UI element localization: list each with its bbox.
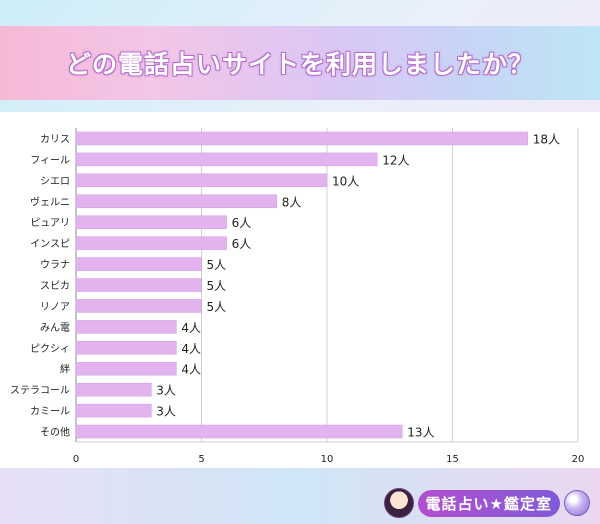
bar bbox=[75, 278, 202, 292]
data-label: 5人 bbox=[207, 279, 227, 293]
brand-logo: 電話占い★鑑定室 bbox=[383, 486, 590, 520]
category-label: ピクシィ bbox=[30, 343, 70, 355]
category-label: リノア bbox=[40, 302, 70, 313]
category-label: カミール bbox=[30, 406, 70, 418]
data-label: 4人 bbox=[181, 363, 201, 377]
data-label: 5人 bbox=[207, 300, 227, 314]
category-label: その他 bbox=[40, 426, 70, 439]
chart-title: どの電話占いサイトを利用しましたか？ bbox=[65, 50, 534, 79]
data-label: 4人 bbox=[181, 342, 201, 356]
category-label: カリス bbox=[40, 133, 70, 145]
x-tick-label: 5 bbox=[198, 454, 204, 465]
bar bbox=[75, 382, 152, 397]
title-banner: どの電話占いサイトを利用しましたか？ bbox=[0, 26, 600, 100]
data-label: 13人 bbox=[407, 426, 434, 440]
x-tick-label: 10 bbox=[321, 454, 334, 465]
category-label: ピュアリ bbox=[30, 217, 70, 229]
bar bbox=[75, 194, 278, 209]
category-label: スピカ bbox=[40, 280, 70, 292]
category-label: ヴェルニ bbox=[30, 195, 70, 208]
data-label: 8人 bbox=[282, 195, 302, 209]
category-label: ウラナ bbox=[40, 259, 70, 271]
data-label: 6人 bbox=[232, 237, 252, 251]
bar bbox=[75, 173, 328, 188]
crystal-ball-icon bbox=[564, 490, 590, 516]
data-label: 18人 bbox=[533, 132, 560, 146]
bar bbox=[75, 361, 177, 376]
category-label: ステラコール bbox=[10, 385, 70, 397]
category-label: みん電 bbox=[40, 322, 70, 334]
category-label: フィール bbox=[30, 155, 70, 166]
bar bbox=[75, 299, 202, 313]
bar bbox=[75, 152, 378, 167]
category-label: インスピ bbox=[30, 238, 70, 250]
data-label: 12人 bbox=[382, 153, 409, 167]
category-label: 絆 bbox=[60, 363, 70, 376]
bar bbox=[75, 424, 403, 439]
bar bbox=[75, 215, 227, 229]
data-label: 4人 bbox=[181, 321, 201, 335]
bar bbox=[75, 257, 202, 271]
bar bbox=[75, 341, 177, 355]
data-label: 6人 bbox=[232, 216, 252, 230]
brand-logo-text: 電話占い★鑑定室 bbox=[417, 489, 560, 517]
x-tick-label: 15 bbox=[446, 454, 459, 465]
bar bbox=[75, 236, 227, 250]
bar bbox=[75, 131, 529, 146]
data-label: 5人 bbox=[207, 258, 227, 272]
data-label: 10人 bbox=[332, 174, 359, 188]
bar bbox=[75, 320, 177, 334]
x-tick-label: 20 bbox=[572, 454, 585, 465]
x-tick-label: 0 bbox=[73, 454, 79, 465]
data-label: 3人 bbox=[156, 405, 176, 419]
fortune-teller-avatar-icon bbox=[383, 488, 414, 518]
category-label: シエロ bbox=[40, 176, 70, 187]
bar bbox=[75, 403, 152, 418]
data-label: 3人 bbox=[156, 384, 176, 398]
